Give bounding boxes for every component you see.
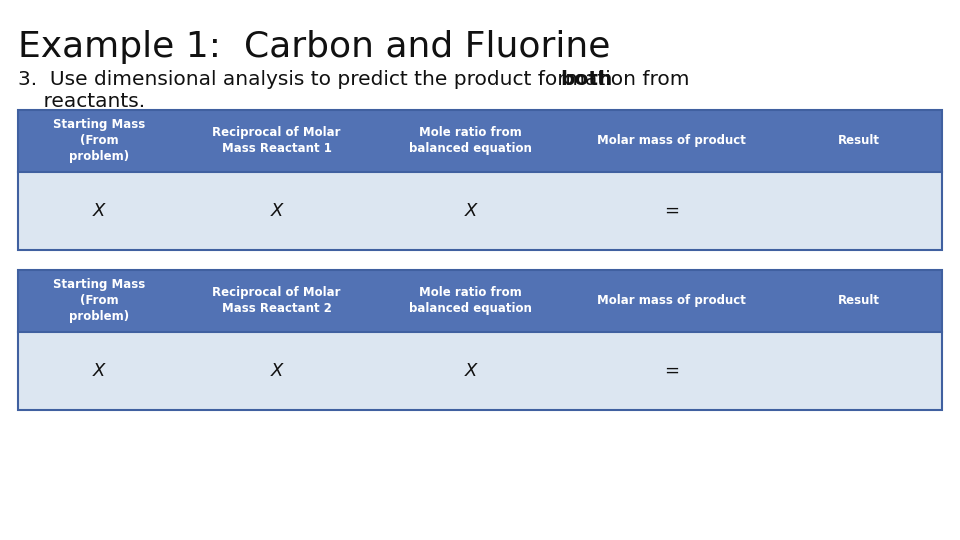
Bar [18, 332, 180, 410]
Text: Reciprocal of Molar
Mass Reactant 1: Reciprocal of Molar Mass Reactant 1 [212, 126, 341, 156]
Bar [180, 110, 373, 172]
Bar [18, 172, 180, 250]
Bar [776, 172, 942, 250]
Text: Starting Mass
(From
problem): Starting Mass (From problem) [53, 118, 145, 163]
Text: X: X [465, 202, 477, 220]
Text: both: both [561, 70, 613, 89]
Bar [373, 110, 567, 172]
Bar [776, 270, 942, 332]
Text: Example 1:  Carbon and Fluorine: Example 1: Carbon and Fluorine [18, 30, 611, 64]
Bar [180, 172, 373, 250]
Text: reactants.: reactants. [18, 92, 145, 111]
Text: 3.  Use dimensional analysis to predict the product formation from: 3. Use dimensional analysis to predict t… [18, 70, 696, 89]
Bar [373, 270, 567, 332]
Bar [18, 270, 180, 332]
Text: Reciprocal of Molar
Mass Reactant 2: Reciprocal of Molar Mass Reactant 2 [212, 286, 341, 315]
Bar [180, 270, 373, 332]
Text: =: = [664, 362, 680, 380]
Text: X: X [465, 362, 477, 380]
Text: Mole ratio from
balanced equation: Mole ratio from balanced equation [409, 286, 532, 315]
Text: X: X [93, 362, 105, 380]
Bar [567, 172, 776, 250]
Text: Starting Mass
(From
problem): Starting Mass (From problem) [53, 278, 145, 323]
Text: Molar mass of product: Molar mass of product [597, 134, 746, 147]
Text: Molar mass of product: Molar mass of product [597, 294, 746, 307]
Text: =: = [664, 202, 680, 220]
Text: Result: Result [838, 294, 879, 307]
Bar [180, 332, 373, 410]
Bar [567, 270, 776, 332]
Bar [18, 110, 942, 250]
Bar [776, 332, 942, 410]
Bar [18, 110, 180, 172]
Bar [776, 110, 942, 172]
Bar [567, 332, 776, 410]
Bar [18, 270, 942, 410]
Text: X: X [93, 202, 105, 220]
Text: X: X [271, 362, 283, 380]
Text: X: X [271, 202, 283, 220]
Bar [373, 332, 567, 410]
Text: Mole ratio from
balanced equation: Mole ratio from balanced equation [409, 126, 532, 156]
Bar [567, 110, 776, 172]
Text: Result: Result [838, 134, 879, 147]
Bar [373, 172, 567, 250]
